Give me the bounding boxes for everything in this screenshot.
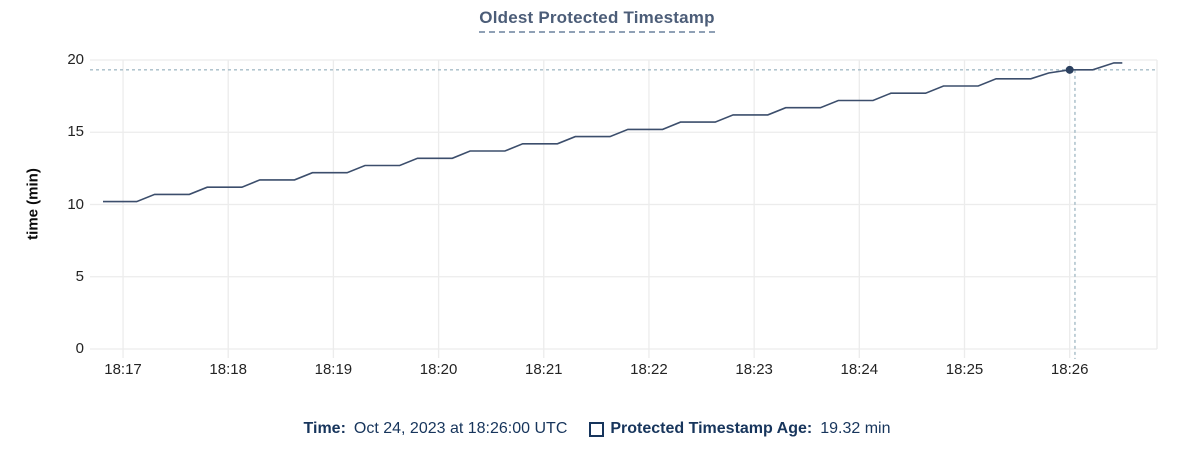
footer-time-value: Oct 24, 2023 at 18:26:00 UTC <box>353 420 568 437</box>
y-tick-label: 0 <box>75 340 84 357</box>
footer-series-value: 19.32 min <box>820 420 891 437</box>
x-tick-label: 18:20 <box>419 361 458 378</box>
chart-footer-legend: Time: Oct 24, 2023 at 18:26:00 UTC Prote… <box>0 420 1194 438</box>
x-tick-label: 18:22 <box>630 361 668 378</box>
line-chart-plot-area[interactable] <box>0 0 1194 412</box>
x-tick-label: 18:18 <box>209 361 247 378</box>
x-tick-label: 18:21 <box>524 361 563 378</box>
chart-title-row: Oldest Protected Timestamp <box>0 8 1194 33</box>
protected-timestamp-age-line <box>103 62 1123 203</box>
x-tick-label: 18:23 <box>735 361 773 378</box>
x-tick-label: 18:19 <box>314 361 353 378</box>
y-tick-label: 20 <box>67 51 84 68</box>
x-tick-label: 18:25 <box>945 361 984 378</box>
footer-time-label: Time: <box>303 420 346 437</box>
hover-point-marker <box>1065 65 1074 74</box>
chart-title[interactable]: Oldest Protected Timestamp <box>479 8 715 33</box>
legend-checkbox-icon[interactable] <box>589 421 605 437</box>
x-tick-label: 18:17 <box>104 361 142 378</box>
y-tick-label: 15 <box>67 123 84 141</box>
x-tick-label: 18:26 <box>1050 361 1089 378</box>
x-tick-label: 18:24 <box>840 361 879 378</box>
y-tick-label: 10 <box>67 195 84 213</box>
footer-series-label[interactable]: Protected Timestamp Age: <box>610 420 813 437</box>
y-tick-label: 5 <box>75 267 84 285</box>
